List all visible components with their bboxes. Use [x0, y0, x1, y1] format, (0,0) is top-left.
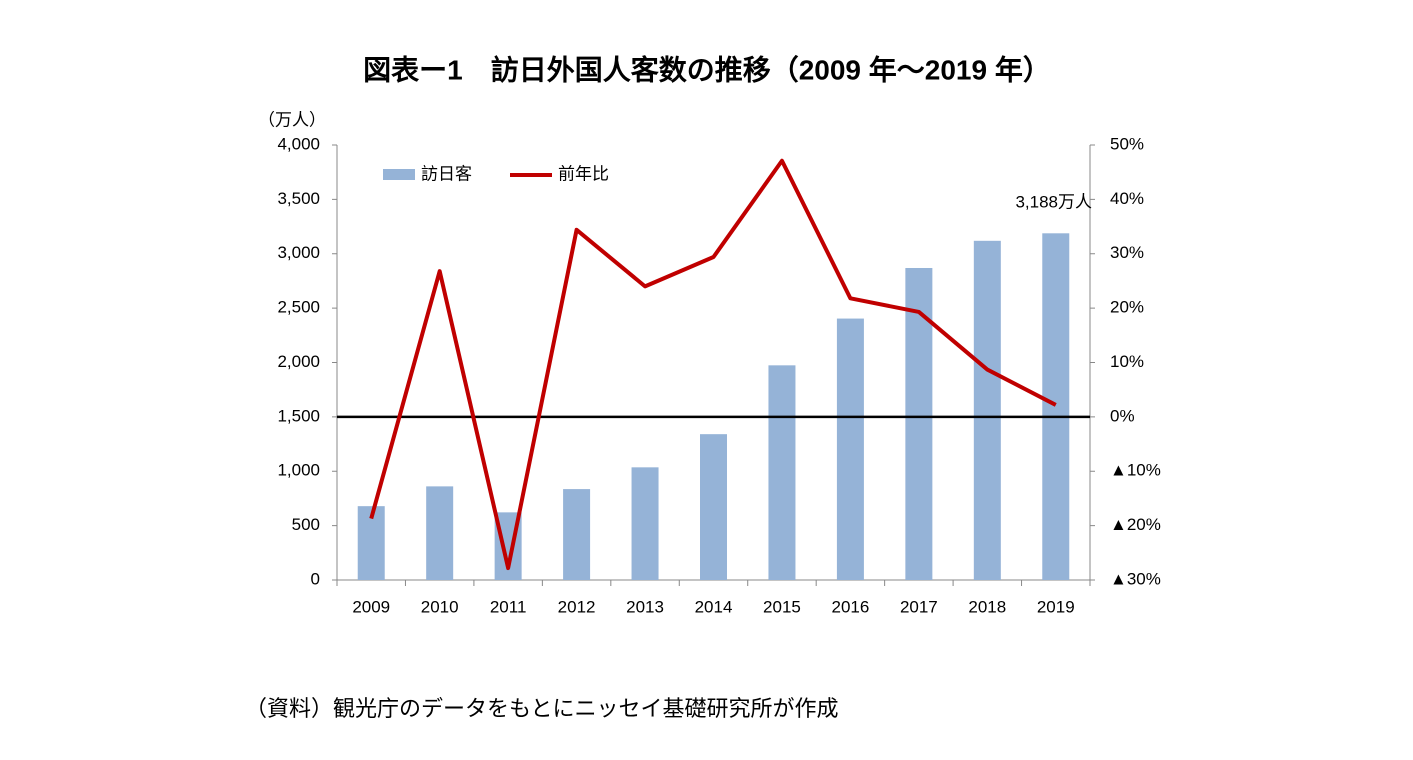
y-tick-label: 4,000 — [277, 134, 320, 153]
y-tick-label: 1,500 — [277, 406, 320, 425]
annotation: 3,188万人 — [1015, 192, 1092, 211]
x-tick-label: 2014 — [695, 597, 733, 616]
bar — [905, 267, 933, 580]
y2-tick-label: ▲10% — [1110, 461, 1161, 480]
y2-tick-label: 20% — [1110, 298, 1144, 317]
y-tick-label: 500 — [292, 515, 320, 534]
bar — [631, 467, 659, 580]
bar — [700, 434, 727, 580]
y2-tick-label: 10% — [1110, 352, 1144, 371]
y2-tick-label: 50% — [1110, 134, 1144, 153]
x-tick-label: 2015 — [763, 597, 801, 616]
y2-tick-label: ▲30% — [1110, 569, 1161, 588]
bar — [973, 240, 1001, 580]
x-tick-label: 2016 — [831, 597, 869, 616]
y-tick-label: 3,500 — [277, 189, 320, 208]
legend-swatch — [383, 169, 415, 180]
y-axis-unit: （万人） — [258, 110, 326, 129]
bar — [563, 489, 591, 580]
y-tick-label: 2,000 — [277, 352, 320, 371]
y-tick-label: 0 — [311, 569, 320, 588]
x-tick-label: 2009 — [352, 597, 390, 616]
x-tick-label: 2012 — [558, 597, 596, 616]
x-tick-label: 2011 — [490, 597, 527, 616]
bar — [768, 365, 796, 580]
bar — [836, 318, 864, 580]
bar — [1042, 233, 1070, 580]
source-note: （資料）観光庁のデータをもとにニッセイ基礎研究所が作成 — [245, 696, 839, 721]
x-tick-label: 2019 — [1037, 597, 1075, 616]
x-tick-label: 2013 — [626, 597, 664, 616]
line-series — [369, 158, 1057, 571]
bar — [426, 486, 454, 580]
y2-tick-label: 30% — [1110, 243, 1144, 262]
legend-label: 前年比 — [558, 164, 609, 183]
y-tick-label: 2,500 — [277, 298, 320, 317]
x-tick-label: 2018 — [968, 597, 1006, 616]
y-tick-label: 1,000 — [277, 461, 320, 480]
chart-title: 図表ー1 訪日外国人客数の推移（2009 年～2019 年） — [363, 53, 1051, 85]
y-tick-label: 3,000 — [277, 243, 320, 262]
y2-tick-label: ▲20% — [1110, 515, 1161, 534]
legend-label: 訪日客 — [421, 164, 472, 183]
x-tick-label: 2010 — [421, 597, 459, 616]
x-tick-label: 2017 — [900, 597, 938, 616]
y2-tick-label: 0% — [1110, 406, 1135, 425]
y2-tick-label: 40% — [1110, 189, 1144, 208]
